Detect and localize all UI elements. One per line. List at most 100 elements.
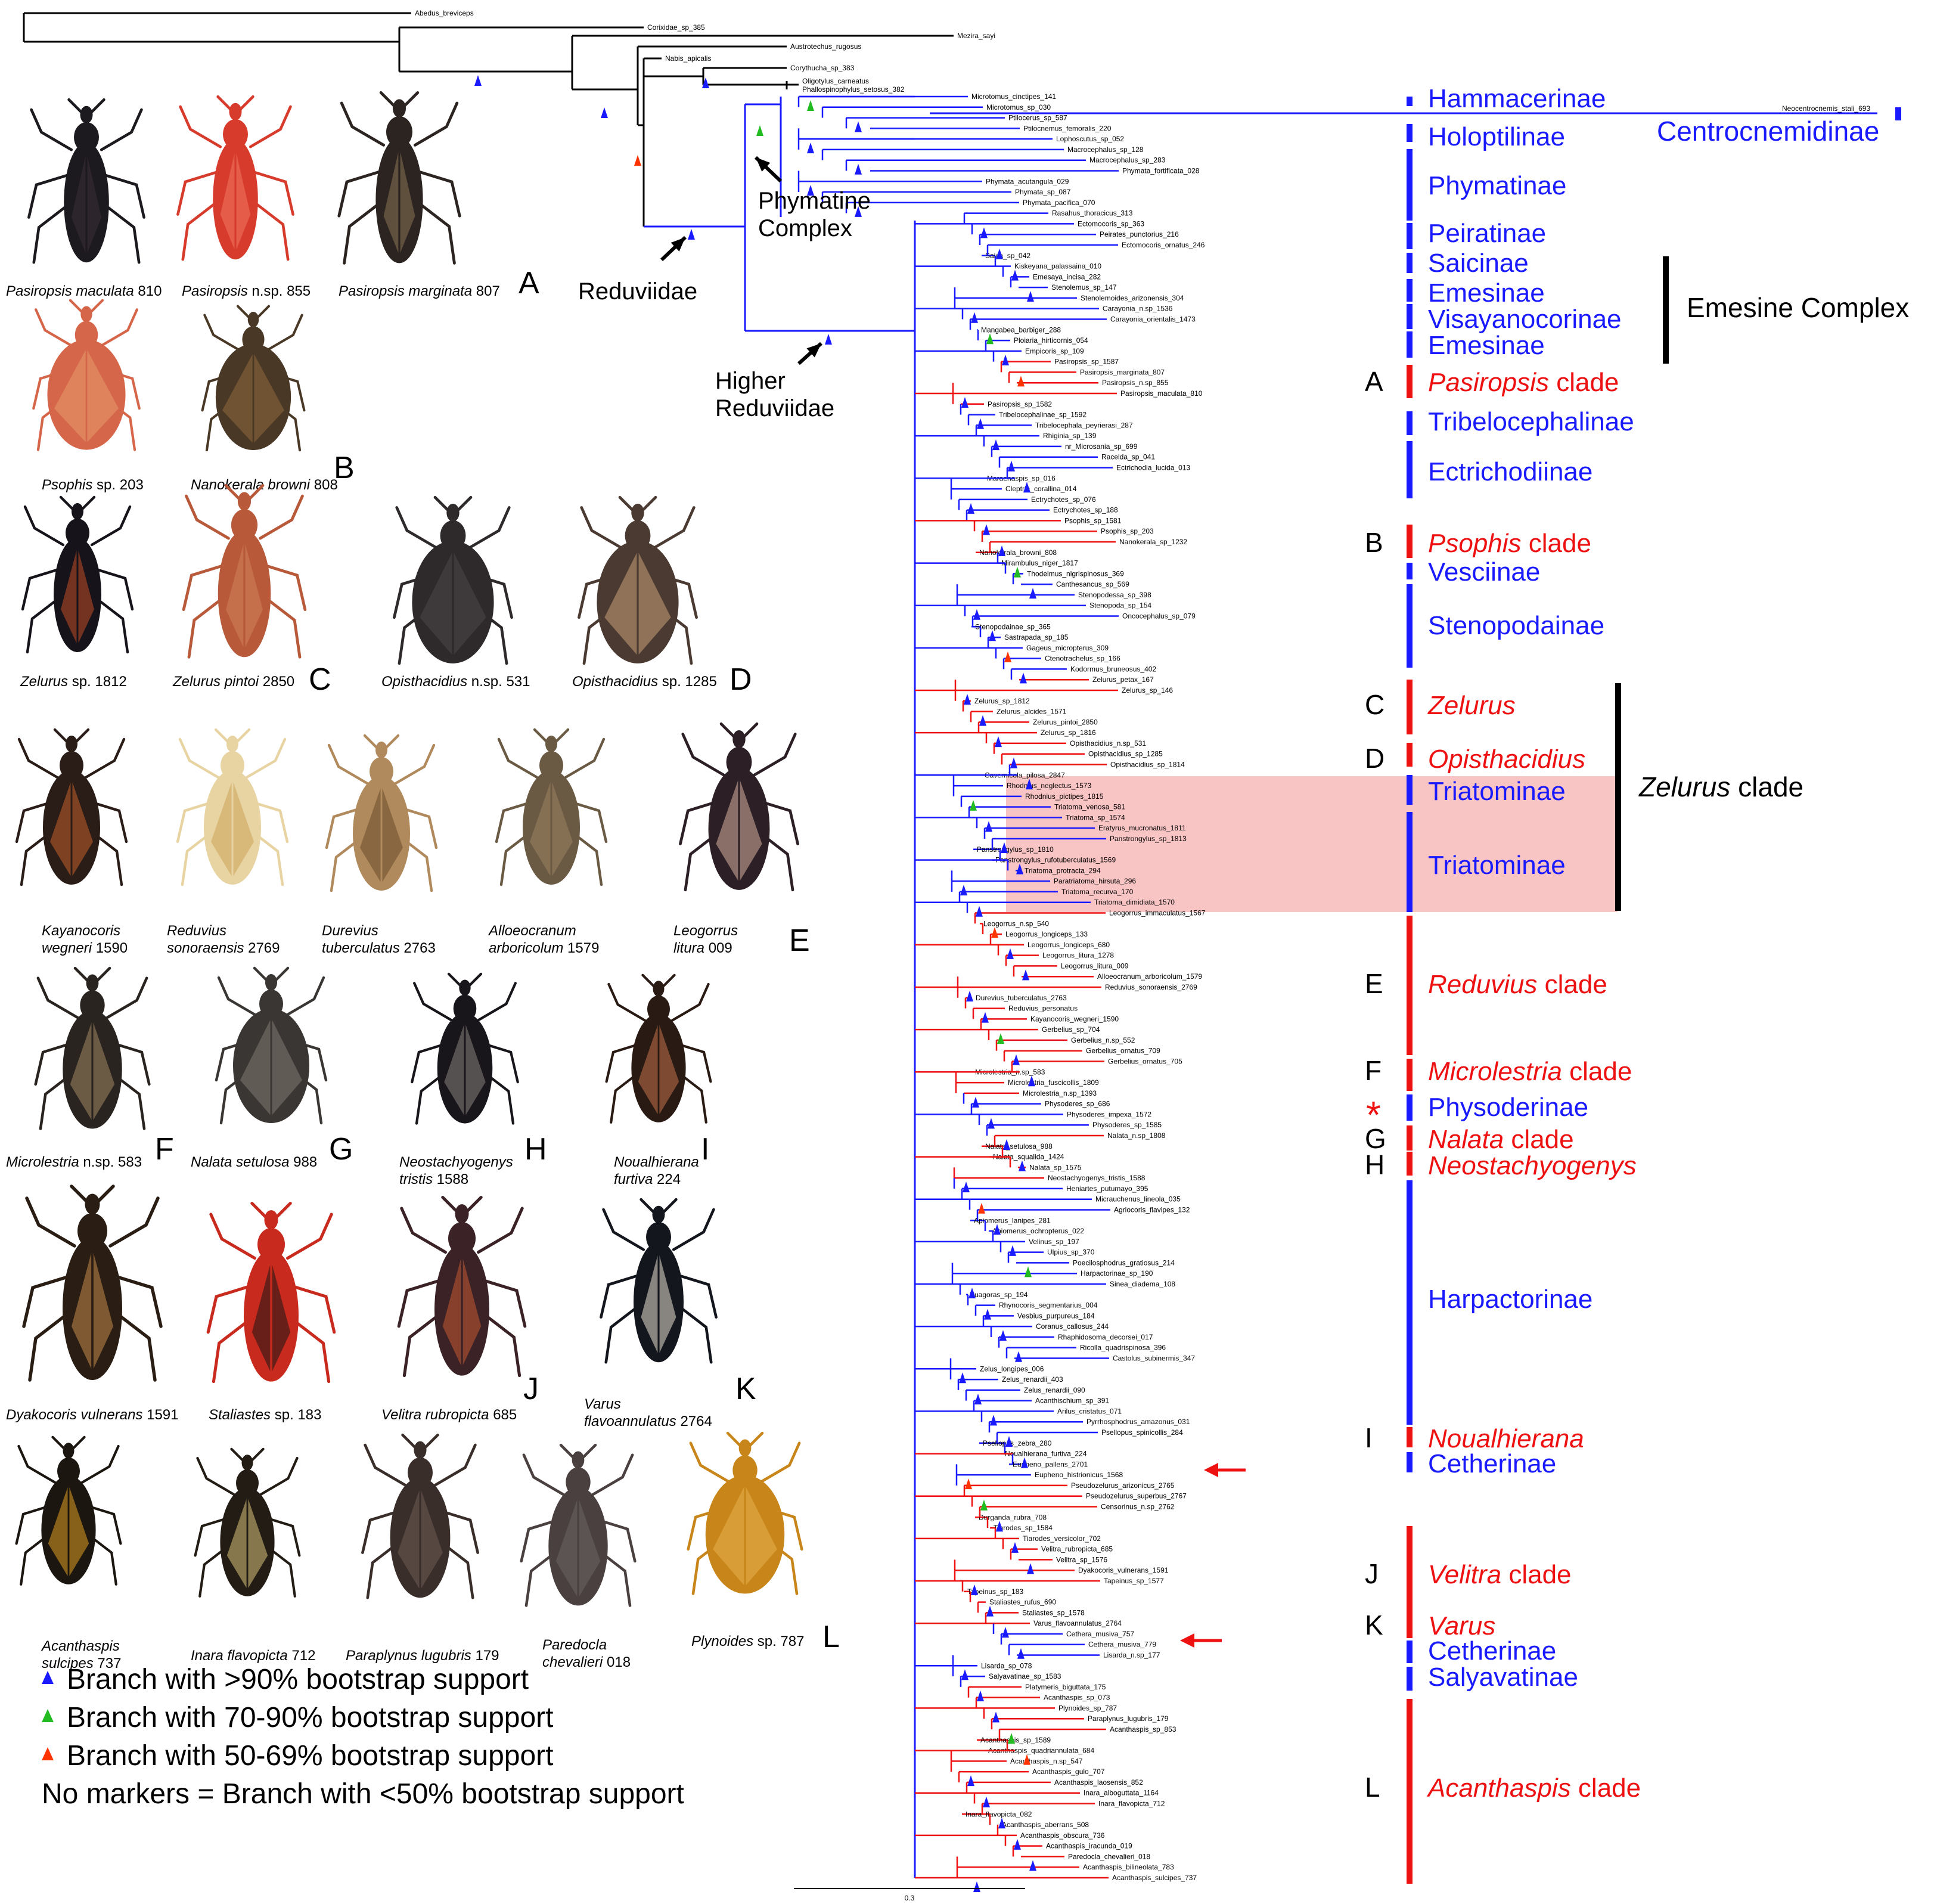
legend-text: Branch with >90% bootstrap support <box>67 1664 529 1695</box>
bootstrap-marker <box>976 906 983 917</box>
tip-label: Staliastes_rufus_690 <box>989 1598 1056 1607</box>
tip-label: Cleptria_corallina_014 <box>1005 485 1077 493</box>
pointer-arrow <box>670 237 685 252</box>
photo-group-letter: C <box>309 662 331 697</box>
higher-reduviidae-label: Reduviidae <box>715 395 834 421</box>
specimen-photo <box>334 89 465 274</box>
bootstrap-marker <box>1025 1266 1032 1277</box>
specimen-photo <box>173 483 316 668</box>
bootstrap-marker <box>1002 1627 1009 1638</box>
tip-label: Physoderes_sp_686 <box>1045 1100 1110 1108</box>
tip-label: Phymata_pacifica_070 <box>1023 199 1095 207</box>
tip-label: Tiarodes_sp_1584 <box>994 1524 1053 1532</box>
clade-bar <box>1407 253 1413 273</box>
bootstrap-marker <box>1010 757 1017 768</box>
bug-silhouette <box>520 1443 637 1607</box>
clade-bar <box>1407 563 1413 579</box>
tip-label: Neocentrocnemis_stali_693 <box>1782 104 1870 113</box>
tip-label: Noualhierana_furtiva_224 <box>1005 1450 1087 1458</box>
clade-label: Velitra clade <box>1428 1560 1572 1589</box>
tip-label: Ectrychotes_sp_188 <box>1053 506 1118 514</box>
clade-bar <box>1407 1667 1413 1691</box>
bootstrap-marker <box>989 630 996 641</box>
bootstrap-marker <box>1015 1351 1022 1362</box>
clade-bar <box>1407 743 1413 767</box>
pointer-arrow <box>806 343 821 358</box>
clade-bar <box>1407 1610 1413 1638</box>
bootstrap-marker <box>966 991 973 1001</box>
tip-label: Microtomus_cinctipes_141 <box>971 92 1056 101</box>
bootstrap-marker <box>1004 651 1011 662</box>
tip-label: Leogorrus_litura_1278 <box>1042 951 1114 960</box>
clade-letter: L <box>1365 1772 1380 1803</box>
clade-letter: I <box>1365 1422 1373 1453</box>
tip-label: Rhodnius_pictipes_1815 <box>1025 792 1104 801</box>
tip-label: Physoderes_sp_1585 <box>1092 1121 1162 1129</box>
tip-label: Gerbelius_ornatus_705 <box>1108 1058 1182 1066</box>
tip-label: Zelus_renardii_403 <box>1002 1375 1063 1384</box>
tip-label: Zelurus_sp_1816 <box>1041 728 1096 737</box>
bootstrap-marker-icon <box>42 1671 54 1684</box>
tip-label: Psellopus_zebra_280 <box>983 1439 1052 1447</box>
specimen-caption: Reduvius sonoraensis 2769 <box>167 923 280 956</box>
tip-label: Reduvius_personatus <box>1008 1004 1078 1013</box>
tip-label: Ploiaria_hirticornis_054 <box>1014 336 1088 345</box>
tip-label: Acanthaspis_sp_1589 <box>980 1736 1051 1744</box>
clade-label: Emesinae <box>1428 278 1545 308</box>
tip-label: Kodormus_bruneosus_402 <box>1070 665 1156 673</box>
clade-bar <box>1407 1699 1413 1884</box>
photo-group-letter: J <box>523 1372 539 1406</box>
bootstrap-marker <box>1017 376 1025 387</box>
specimen-photo <box>173 721 292 900</box>
specimen-caption: Paraplynus lugubris 179 <box>346 1648 499 1664</box>
cetherinae-arrow <box>1180 1633 1194 1648</box>
tip-label: Gerbelius_n.sp_552 <box>1071 1036 1135 1044</box>
bootstrap-marker <box>965 1478 972 1490</box>
tip-label: Pseudozelurus_superbus_2767 <box>1086 1492 1187 1500</box>
tip-label: Phymata_acutangula_029 <box>986 177 1069 185</box>
tip-label: Phallospinophylus_setosus_382 <box>802 85 905 94</box>
tip-label: Platymeris_biguttata_175 <box>1025 1683 1106 1691</box>
group-label: Zelurus clade <box>1638 771 1803 802</box>
specimen-caption: Opisthacidius sp. 1285 <box>572 674 717 690</box>
bootstrap-marker <box>807 185 814 196</box>
physoderinae-asterisk: * <box>1366 1093 1381 1136</box>
bootstrap-marker <box>634 155 641 166</box>
specimen-photo <box>12 727 131 894</box>
legend-item: Branch with >90% bootstrap support <box>42 1663 529 1696</box>
tip-label: Ptilocerus_sp_587 <box>1008 114 1067 122</box>
specimen-caption: Pasiropsis n.sp. 855 <box>182 283 311 299</box>
photo-group-letter: F <box>155 1132 174 1167</box>
tip-label: Pasiropsis_maculata_810 <box>1120 389 1203 398</box>
tip-label: Kayanocoris_wegneri_1590 <box>1030 1015 1119 1023</box>
clade-label: Psophis clade <box>1428 529 1591 558</box>
specimen-photo <box>6 298 167 459</box>
bootstrap-marker <box>961 397 968 408</box>
tip-label: Carayonia_n.sp_1536 <box>1103 305 1173 313</box>
tip-label: Ectrychotes_sp_076 <box>1031 495 1096 504</box>
tip-label: Zelus_longipes_006 <box>980 1365 1044 1373</box>
clade-bar <box>1407 680 1413 734</box>
tip-label: Acanthaspis_bilineolata_783 <box>1083 1863 1174 1871</box>
tip-label: Stenopoda_sp_154 <box>1089 601 1151 610</box>
bootstrap-marker <box>1003 1139 1010 1150</box>
bootstrap-marker <box>974 1393 982 1404</box>
tip-label: Pasiropsis_marginata_807 <box>1080 368 1165 376</box>
tip-label: Rhaphidosoma_decorsei_017 <box>1058 1333 1153 1341</box>
clade-bar <box>1407 1094 1413 1121</box>
clade-label: Vesciinae <box>1428 557 1540 587</box>
clade-label: Emesinae <box>1428 331 1545 360</box>
tip-label: Velitra_rubropicta_685 <box>1041 1545 1113 1553</box>
specimen-photo <box>18 1180 167 1395</box>
photo-group-letter: L <box>822 1620 840 1654</box>
clade-bar <box>1407 812 1413 912</box>
bug-silhouette <box>176 95 294 261</box>
tip-label: Ectomocoris_ornatus_246 <box>1122 241 1205 249</box>
tip-label: Reduvius_sonoraensis_2769 <box>1105 983 1197 991</box>
tip-label: Panstrongylus_sp_1813 <box>1110 835 1187 843</box>
phymatine-complex-label: Phymatine <box>758 188 871 214</box>
tip-label: Arilus_cristatus_071 <box>1057 1407 1122 1415</box>
tip-label: Leogorrus_litura_009 <box>1061 962 1129 970</box>
clade-letter: H <box>1365 1149 1384 1180</box>
clade-label: Triatominae <box>1428 851 1566 880</box>
